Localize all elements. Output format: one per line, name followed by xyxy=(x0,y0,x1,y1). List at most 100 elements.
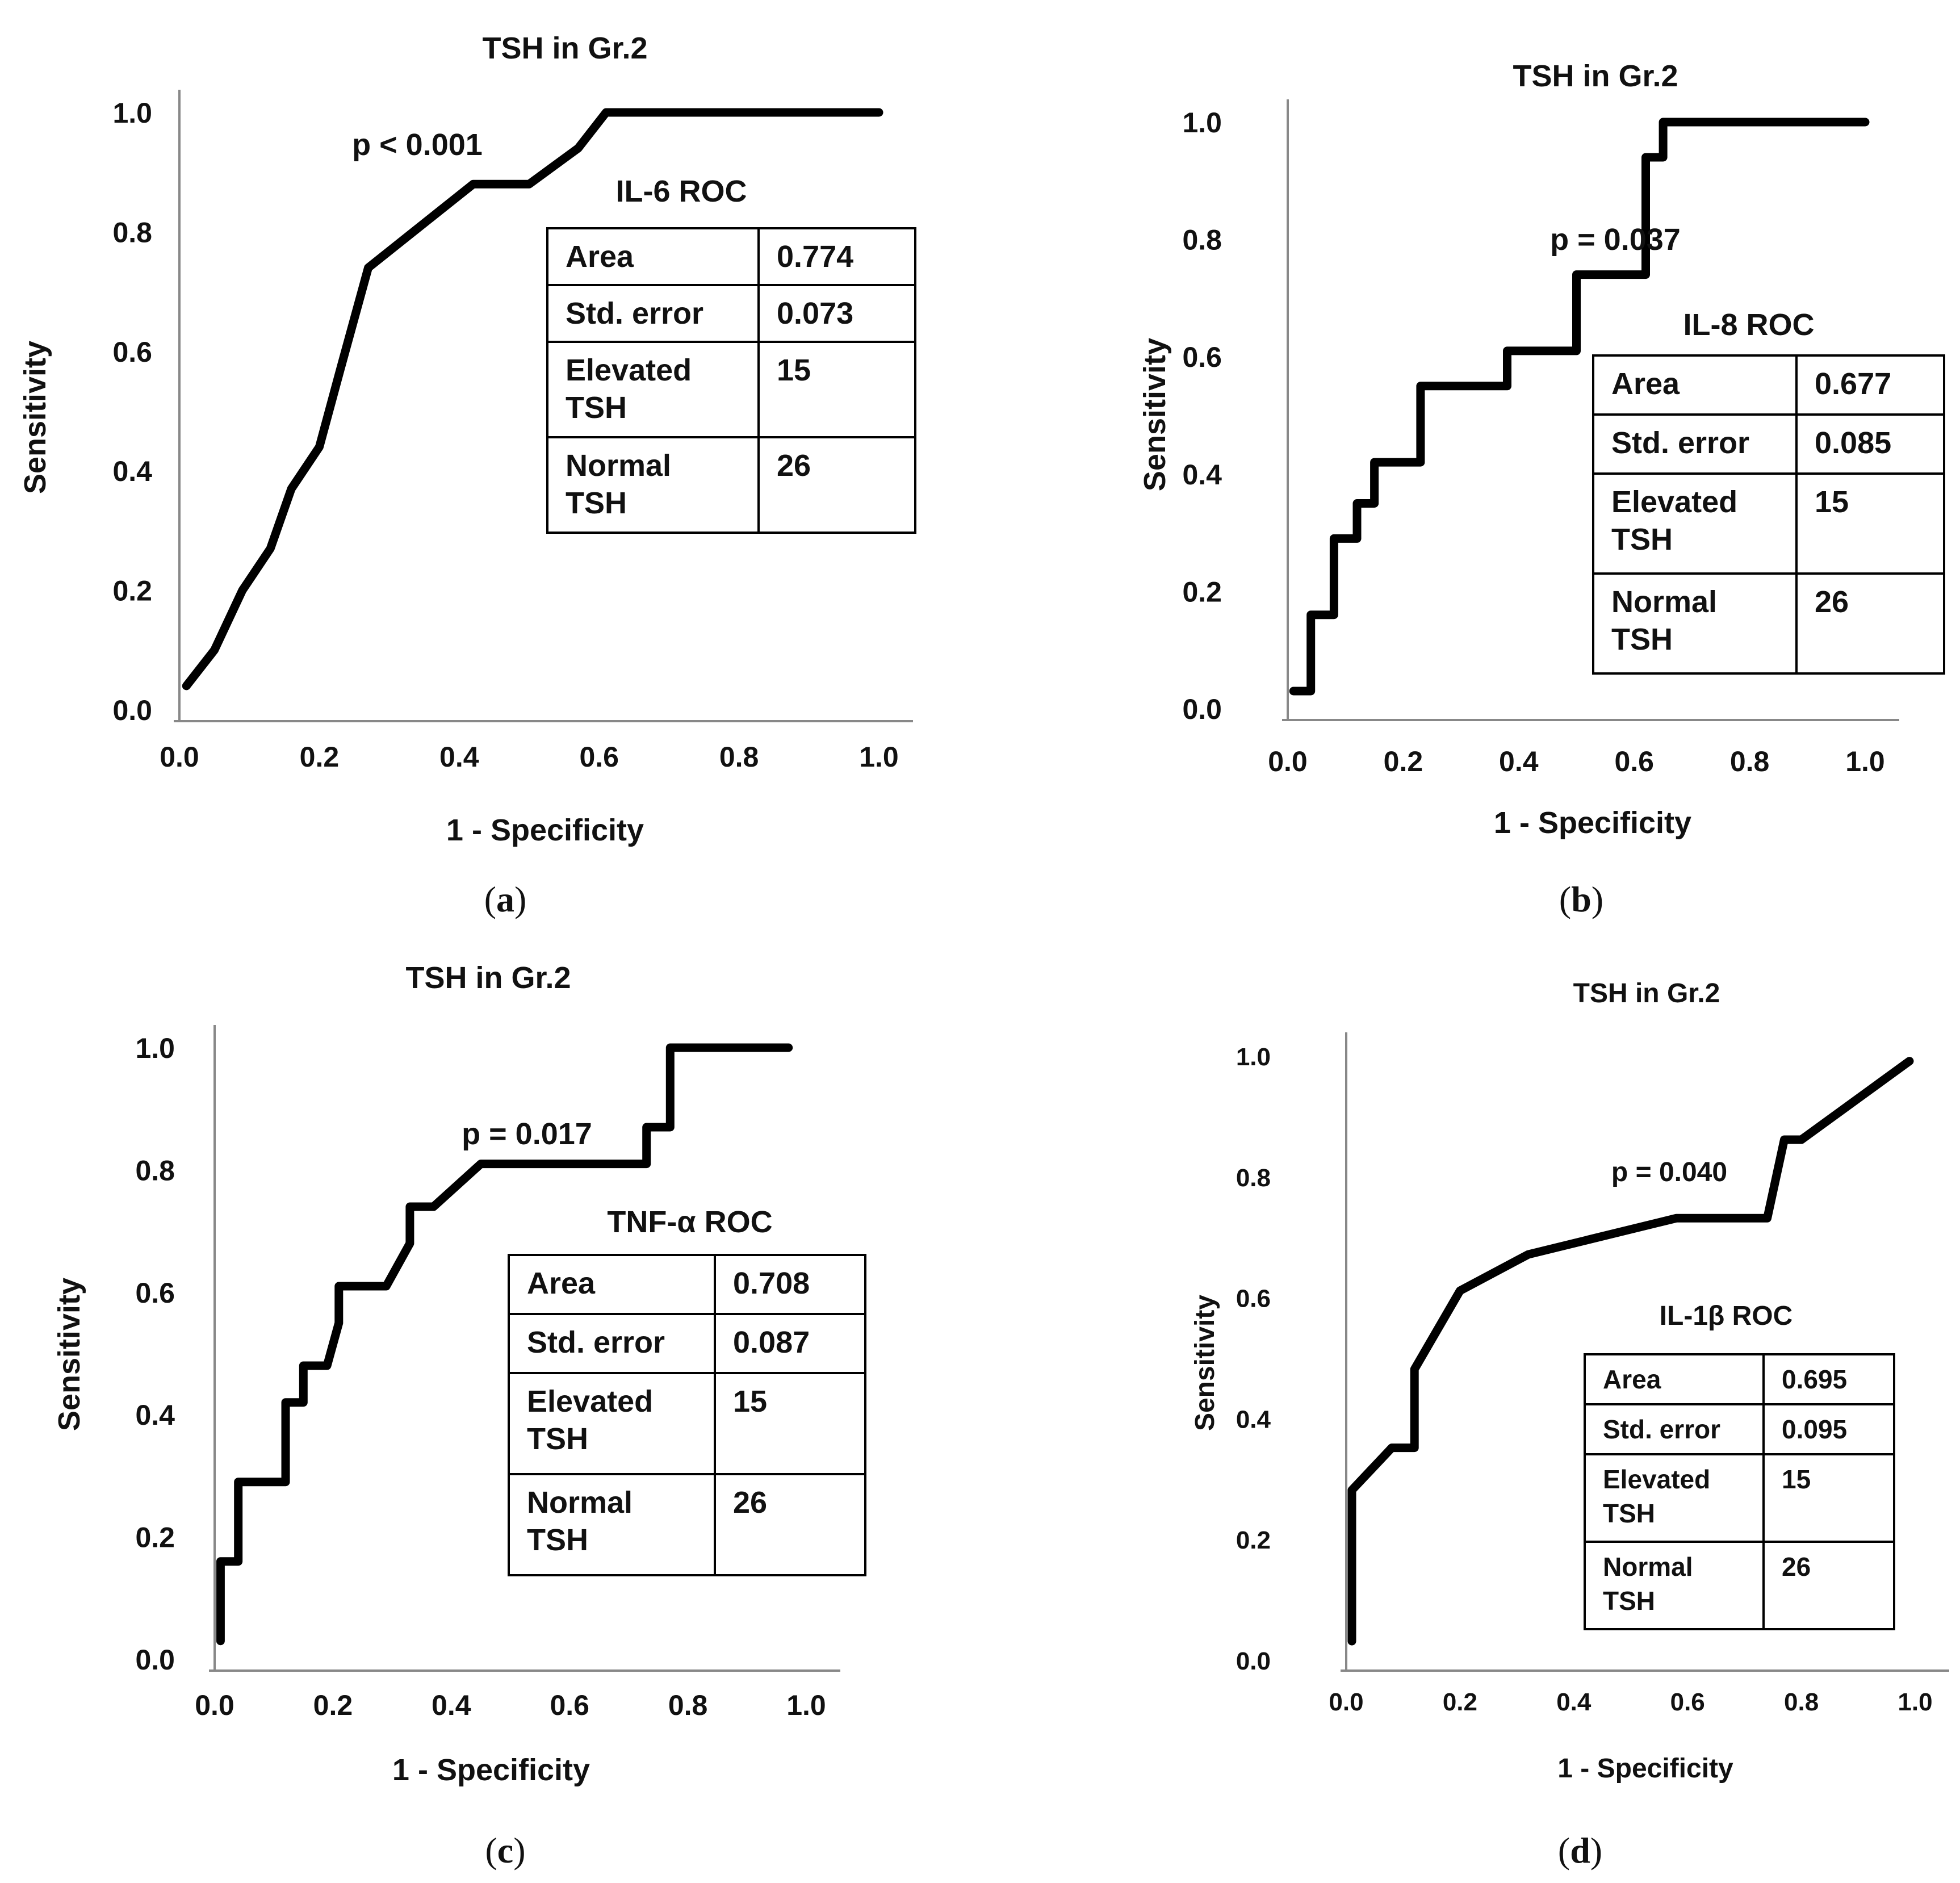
table-cell-value: 15 xyxy=(777,353,811,387)
panel-label: (b) xyxy=(1559,879,1603,919)
x-tick-label: 0.0 xyxy=(1268,746,1308,777)
table-cell-label: Area xyxy=(527,1266,596,1300)
table-row: Elevated TSH 15 xyxy=(1603,1464,1811,1528)
x-tick-label: 0.4 xyxy=(1499,746,1539,777)
x-tick-label: 0.4 xyxy=(1556,1688,1592,1716)
y-tick-label: 0.2 xyxy=(112,575,152,607)
y-tick-label: 0.8 xyxy=(112,216,152,248)
table-cell-label: Std. error xyxy=(527,1325,665,1359)
y-tick-label: 0.0 xyxy=(112,694,152,726)
table-cell-value: 0.695 xyxy=(1782,1365,1847,1394)
table-cell-label: Normal xyxy=(566,449,671,483)
y-axis-label: Sensitivity xyxy=(18,341,52,494)
x-axis-label: 1 - Specificity xyxy=(446,813,644,847)
table-cell-value: 15 xyxy=(1815,485,1849,519)
table-cell-value: 0.073 xyxy=(777,296,853,330)
p-value-annotation: p < 0.001 xyxy=(352,128,483,162)
table-cell-value: 26 xyxy=(733,1486,767,1520)
y-tick-label: 0.4 xyxy=(112,455,152,487)
table-cell-label: Elevated xyxy=(1603,1464,1710,1494)
x-tick-label: 0.8 xyxy=(1784,1688,1819,1716)
roc-table-title: TNF-α ROC xyxy=(607,1205,772,1239)
x-axis-label: 1 - Specificity xyxy=(392,1753,590,1787)
y-tick-label: 0.2 xyxy=(1182,576,1222,608)
table-cell-label: Normal xyxy=(1611,585,1717,619)
x-tick-label: 0.8 xyxy=(719,741,759,773)
table-row: Std. error 0.095 xyxy=(1603,1415,1847,1444)
table-border xyxy=(508,1254,866,1576)
y-tick-label: 0.2 xyxy=(1236,1526,1271,1554)
x-tick-label: 0.2 xyxy=(313,1689,353,1721)
table-cell-label: TSH xyxy=(1611,522,1673,556)
p-value-annotation: p = 0.017 xyxy=(462,1117,592,1151)
table-cell-label: TSH xyxy=(1603,1586,1655,1616)
y-tick-label: 0.6 xyxy=(1182,341,1222,373)
x-tick-label: 0.6 xyxy=(579,741,619,773)
table-cell-value: 0.087 xyxy=(733,1325,810,1359)
panel-a: TSH in Gr.2 0.0 0.2 0.4 0.6 0.8 1.0 0.0 0.2 0.4 0.… xyxy=(18,31,916,919)
y-tick-label: 0.8 xyxy=(1236,1164,1271,1192)
panel-label: (c) xyxy=(485,1830,525,1871)
table-row: Area 0.677 xyxy=(1611,367,1891,401)
table-cell-value: 0.085 xyxy=(1815,426,1891,460)
table-cell-label: Std. error xyxy=(1603,1415,1720,1444)
panel-b: TSH in Gr.2 0.0 0.2 0.4 0.6 0.8 1.0 0.0 0.2 0.4 0.… xyxy=(1138,59,1945,919)
panel-d: TSH in Gr.2 0.0 0.2 0.4 0.6 0.8 1.0 0.0 0.2 0.4 0.… xyxy=(1190,978,1949,1871)
y-axis-label: Sensitivity xyxy=(1138,338,1172,491)
roc-table-title: IL-1β ROC xyxy=(1660,1301,1793,1331)
table-cell-value: 0.677 xyxy=(1815,367,1891,401)
table-cell-label: Elevated xyxy=(527,1384,653,1418)
x-tick-label: 1.0 xyxy=(1898,1688,1932,1716)
y-tick-label: 0.8 xyxy=(1182,224,1222,256)
roc-curve-tnf-α xyxy=(216,1043,793,1646)
table-cell-value: 26 xyxy=(1815,585,1849,619)
roc-table-title: IL-8 ROC xyxy=(1683,308,1814,342)
x-tick-label: 0.8 xyxy=(668,1689,708,1721)
y-tick-label: 1.0 xyxy=(112,97,152,129)
table-cell-label: TSH xyxy=(1611,622,1673,656)
table-cell-label: Area xyxy=(1603,1365,1661,1394)
table-row: Std. error 0.087 xyxy=(527,1325,810,1359)
table-cell-label: TSH xyxy=(527,1523,588,1557)
table-cell-label: Normal xyxy=(527,1486,633,1520)
y-tick-label: 0.0 xyxy=(1182,693,1222,725)
x-tick-label: 1.0 xyxy=(786,1689,826,1721)
roc-table-title: IL-6 ROC xyxy=(615,174,747,208)
x-tick-label: 0.6 xyxy=(1614,746,1654,777)
table-border xyxy=(1584,1353,1895,1630)
table-row: Normal TSH 26 xyxy=(1603,1552,1811,1616)
y-tick-label: 0.2 xyxy=(135,1522,175,1554)
table-cell-label: Area xyxy=(1611,367,1680,401)
table-cell-value: 15 xyxy=(1782,1464,1811,1494)
table-cell-label: Normal xyxy=(1603,1552,1693,1581)
table-cell-label: Elevated xyxy=(566,353,692,387)
y-tick-label: 0.6 xyxy=(135,1277,175,1309)
table-cell-label: Std. error xyxy=(566,296,703,330)
table-row: Area 0.708 xyxy=(527,1266,810,1300)
x-tick-label: 0.4 xyxy=(439,741,479,773)
x-tick-label: 0.4 xyxy=(432,1689,471,1721)
x-tick-label: 0.8 xyxy=(1730,746,1770,777)
table-cell-value: 15 xyxy=(733,1384,767,1418)
p-value-annotation: p = 0.040 xyxy=(1611,1157,1727,1187)
table-cell-value: 26 xyxy=(777,449,811,483)
y-axis-label: Sensitivity xyxy=(1190,1295,1220,1431)
p-value-annotation: p = 0.037 xyxy=(1550,223,1681,257)
table-cell-value: 26 xyxy=(1782,1552,1811,1581)
table-border xyxy=(1592,354,1945,675)
table-cell-label: TSH xyxy=(566,486,627,520)
x-tick-label: 1.0 xyxy=(859,741,899,773)
x-tick-label: 0.2 xyxy=(1443,1688,1477,1716)
x-axis-label: 1 - Specificity xyxy=(1494,806,1691,840)
table-cell-label: Area xyxy=(566,240,634,274)
y-tick-label: 0.0 xyxy=(135,1644,175,1676)
y-tick-label: 1.0 xyxy=(1236,1043,1271,1071)
table-cell-value: 0.095 xyxy=(1782,1415,1847,1444)
table-border xyxy=(546,227,916,534)
chart-title: TSH in Gr.2 xyxy=(482,31,647,65)
x-axis-label: 1 - Specificity xyxy=(1557,1754,1733,1784)
y-tick-label: 0.0 xyxy=(1236,1647,1271,1675)
table-cell-label: TSH xyxy=(527,1422,588,1456)
